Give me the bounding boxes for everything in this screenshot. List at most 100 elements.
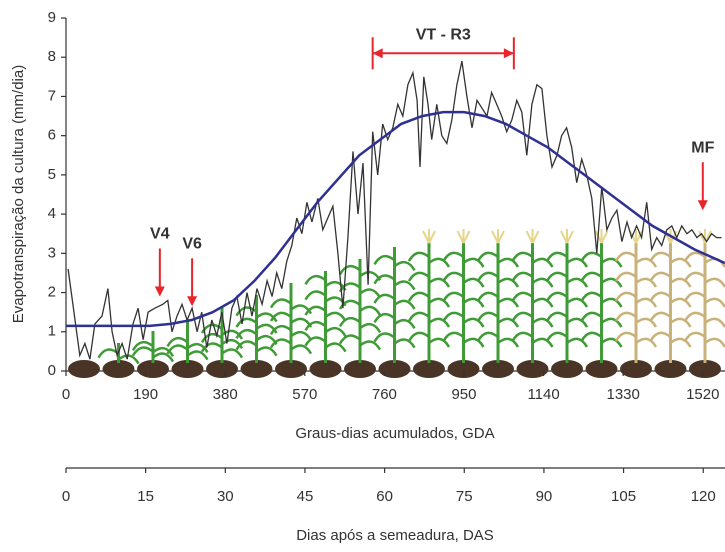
soil-mound	[654, 360, 687, 378]
plant-leaf	[373, 274, 396, 285]
plant-leaf	[497, 317, 520, 328]
plant-leaf	[304, 320, 327, 331]
plant-leaf	[600, 317, 623, 328]
plant-tassel	[456, 229, 471, 244]
plant-leaf	[511, 291, 534, 302]
x2-tick-label: 105	[611, 488, 636, 505]
plant-leaf	[324, 326, 347, 337]
plant-leaf	[669, 317, 692, 328]
x2-tick-label: 60	[376, 488, 393, 505]
plant-leaf	[476, 331, 499, 342]
soil-mound	[585, 360, 618, 378]
x2-tick-label: 15	[137, 488, 154, 505]
plant-leaf	[407, 331, 430, 342]
plant-leaf	[669, 297, 692, 308]
plant-leaf	[186, 350, 209, 361]
plant-leaf	[269, 338, 292, 349]
plant-leaf	[566, 297, 589, 308]
soil-mound	[240, 360, 273, 378]
plant-leaf	[166, 336, 189, 347]
plant-leaf	[545, 291, 568, 302]
soil-mound	[206, 360, 238, 378]
annotation-label: V6	[182, 236, 202, 253]
plant-tassel	[698, 229, 712, 244]
plant-leaf	[614, 251, 637, 262]
plant-leaf	[428, 337, 451, 348]
x2-tick-label: 0	[62, 488, 70, 505]
plant-leaf	[476, 311, 499, 322]
plant-leaf	[324, 311, 347, 322]
soil-mound	[309, 360, 342, 378]
plant-leaf	[566, 257, 589, 268]
plant-leaf	[221, 338, 244, 349]
bracket-label: VT - R3	[416, 27, 471, 44]
plant-leaf	[566, 317, 589, 328]
soil-mound	[551, 360, 583, 378]
plant-leaf	[531, 297, 554, 308]
plant-leaf	[649, 271, 672, 282]
plant-leaf	[614, 271, 637, 282]
plant-leaf	[393, 299, 416, 310]
plant-leaf	[462, 337, 485, 348]
x2-tick-label: 90	[536, 488, 553, 505]
plant-leaf	[200, 332, 223, 343]
plant-leaf	[511, 311, 534, 322]
plant-leaf	[649, 291, 672, 302]
arrow-head	[372, 48, 383, 59]
soil-mound	[689, 360, 721, 378]
soil-mound	[516, 360, 549, 378]
plant-leaf	[152, 346, 175, 357]
series-line	[66, 110, 725, 328]
plant-leaf	[649, 331, 672, 342]
x-tick-label: 950	[451, 386, 476, 403]
y-tick-label: 7	[48, 87, 56, 104]
plant-leaf	[373, 293, 396, 304]
plant-leaf	[511, 251, 534, 262]
plant-leaf	[545, 271, 568, 282]
plant-leaf	[635, 337, 658, 348]
soil-mound	[102, 360, 135, 378]
plant-leaf	[235, 328, 258, 339]
plant-leaf	[600, 277, 623, 288]
plant-leaf	[428, 277, 451, 288]
plant-leaf	[442, 251, 465, 262]
plant-leaf	[255, 312, 278, 323]
plant-leaf	[338, 316, 361, 327]
plant-leaf	[152, 352, 175, 363]
plant-leaf	[304, 336, 327, 347]
plant-leaf	[476, 291, 499, 302]
x2-tick-label: 120	[691, 488, 716, 505]
plant-leaf	[600, 257, 623, 268]
plant-leaf	[166, 344, 189, 355]
plant-leaf	[704, 317, 725, 328]
plant-leaf	[683, 271, 706, 282]
y-tick-label: 3	[48, 244, 56, 261]
plant-leaf	[704, 277, 725, 288]
y-tick-label: 6	[48, 127, 56, 144]
plant-leaf	[580, 271, 603, 282]
plant-leaf	[428, 257, 451, 268]
plant-leaf	[442, 271, 465, 282]
plant-leaf	[462, 297, 485, 308]
plant-leaf	[649, 311, 672, 322]
plant-leaf	[290, 344, 313, 355]
plant-leaf	[614, 311, 637, 322]
plant-leaf	[566, 337, 589, 348]
plant-tassel	[560, 229, 574, 244]
soil-mound	[378, 360, 411, 378]
plant-leaf	[338, 299, 361, 310]
plant-leaf	[235, 317, 258, 328]
plant-leaf	[131, 340, 154, 351]
plant-leaf	[407, 251, 430, 262]
plant-leaf	[304, 290, 327, 301]
soil-mound	[482, 360, 514, 378]
soil-mound	[344, 360, 376, 378]
plant-leaf	[407, 291, 430, 302]
plant-leaf	[393, 280, 416, 291]
arrow-head	[187, 296, 198, 307]
plant-leaf	[600, 337, 623, 348]
plant-leaf	[683, 251, 706, 262]
y-tick-label: 4	[48, 205, 56, 222]
plant-leaf	[359, 288, 382, 299]
